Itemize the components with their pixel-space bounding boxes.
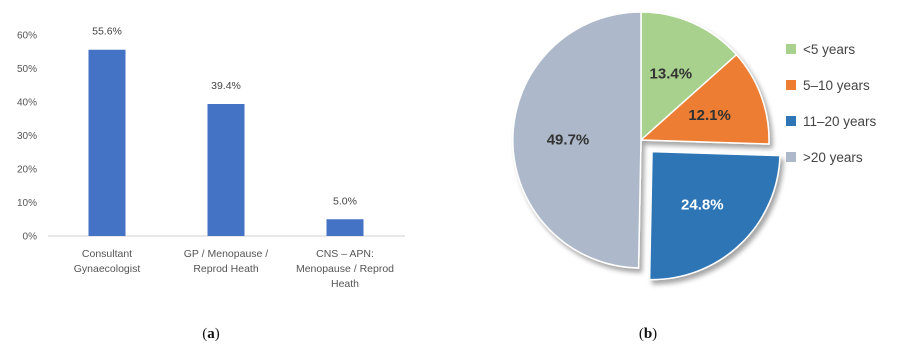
pie-chart: 13.4% 12.1% 24.8% 49.7% <5 years 5–10 years 1…	[512, 11, 877, 281]
x-category-label-line: GP / Menopause /	[184, 248, 269, 260]
legend-swatch	[786, 44, 796, 54]
legend-swatch	[786, 152, 796, 162]
pie-legend: <5 years 5–10 years 11–20 years >20 years	[786, 42, 877, 165]
y-tick-label: 20%	[17, 165, 37, 176]
y-tick-label: 50%	[17, 64, 37, 75]
bar-data-labels: 55.6% 39.4% 5.0%	[92, 26, 357, 208]
legend-swatch	[786, 116, 796, 126]
pie-slice-2	[639, 53, 770, 145]
pie-slice-label: 24.8%	[681, 197, 724, 214]
x-category-label-line: CNS – APN:	[316, 248, 374, 260]
caption-b: (b)	[639, 326, 657, 342]
pie-slice-4	[512, 11, 642, 269]
pie-slice-label: 49.7%	[547, 131, 590, 148]
y-tick-label: 10%	[17, 198, 37, 209]
x-category-label-line: Consultant	[82, 248, 132, 260]
y-tick-label: 60%	[17, 31, 37, 42]
bar-2	[207, 104, 245, 236]
x-category-label: CNS – APN: Menopause / Reprod Heath	[296, 248, 394, 290]
caption-a: (a)	[202, 326, 220, 342]
y-axis: 0% 10% 20% 30% 40% 50% 60%	[17, 31, 37, 243]
y-tick-label: 40%	[17, 98, 37, 109]
bar-marks	[88, 49, 364, 236]
x-category-label-line: Reprod Heath	[193, 263, 259, 275]
x-category-label-line: Gynaecologist	[74, 263, 141, 275]
pie-slices	[512, 11, 781, 281]
pie-slice-labels: 13.4% 12.1% 24.8% 49.7%	[547, 65, 731, 213]
pie-slice-1	[640, 11, 738, 142]
legend-label: 5–10 years	[803, 78, 870, 93]
bar-data-label: 5.0%	[333, 195, 357, 207]
legend-label: 11–20 years	[803, 114, 877, 129]
pie-slice-3	[648, 150, 781, 281]
bar-data-label: 39.4%	[211, 80, 241, 92]
y-tick-label: 30%	[17, 131, 37, 142]
y-tick-label: 0%	[23, 232, 38, 243]
pie-slice-label: 13.4%	[650, 65, 693, 82]
bar-data-label: 55.6%	[92, 26, 122, 38]
pie-slice-label: 12.1%	[688, 107, 731, 124]
x-category-label: GP / Menopause / Reprod Heath	[184, 248, 269, 275]
x-axis-category-labels: Consultant Gynaecologist GP / Menopause / R…	[74, 248, 394, 290]
x-category-label-line: Menopause / Reprod	[296, 263, 394, 275]
legend-label: >20 years	[803, 150, 863, 165]
bar-3	[326, 219, 364, 236]
bar-chart: 0% 10% 20% 30% 40% 50% 60% 55.6% 39.4% 5.0% Cons…	[17, 26, 405, 290]
legend-swatch	[786, 80, 796, 90]
bar-1	[88, 49, 126, 236]
x-category-label: Consultant Gynaecologist	[74, 248, 141, 275]
x-category-label-line: Heath	[331, 278, 359, 290]
legend-label: <5 years	[803, 42, 855, 57]
